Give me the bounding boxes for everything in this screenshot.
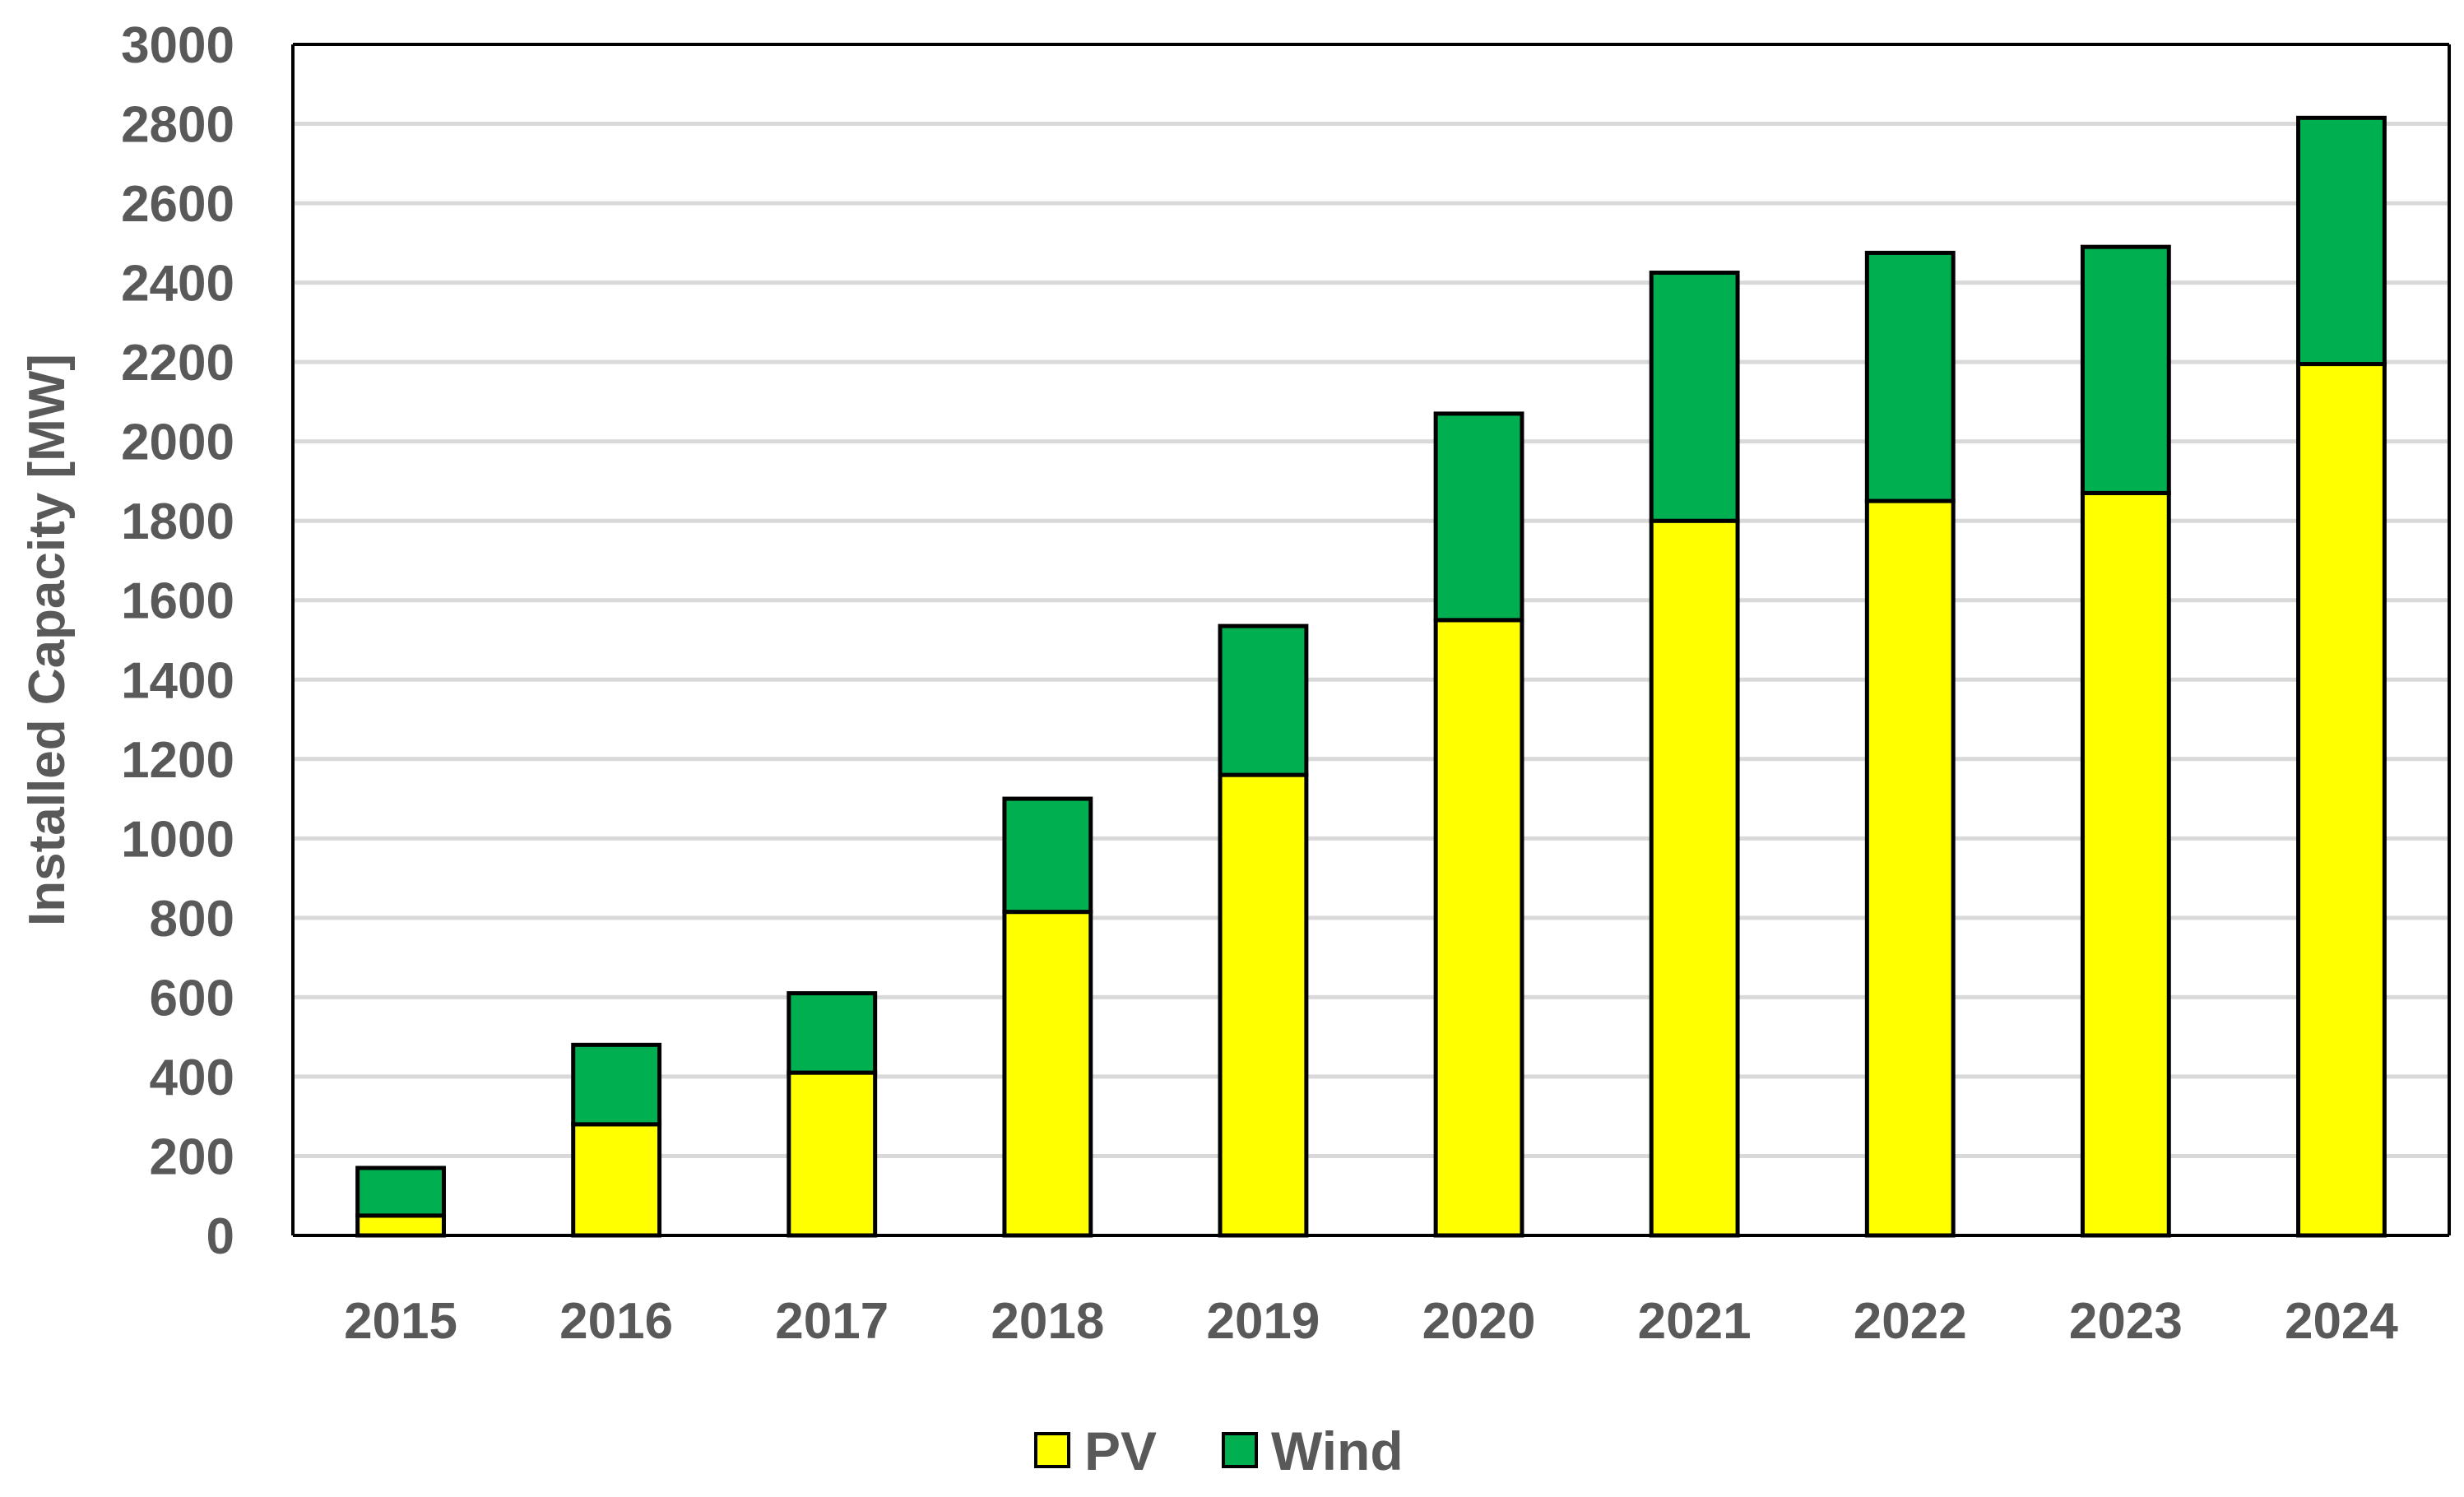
bar-wind-2019: [1218, 623, 1309, 777]
y-tick-label-1600: 1600: [121, 573, 234, 630]
y-tick-label-1400: 1400: [121, 652, 234, 709]
y-tick-label-200: 200: [150, 1129, 234, 1185]
bar-pv-2017: [787, 1070, 878, 1238]
bars: [355, 115, 2387, 1238]
y-tick-label-1800: 1800: [121, 494, 234, 550]
bar-pv-2021: [1649, 518, 1740, 1238]
bar-pv-2022: [1864, 498, 1956, 1238]
legend-label-pv: PV: [1084, 1421, 1157, 1481]
x-tick-label-2020: 2020: [1422, 1293, 1536, 1350]
bar-wind-2023: [2080, 244, 2171, 495]
x-tick-label-2015: 2015: [344, 1293, 457, 1350]
y-tick-label-2000: 2000: [121, 415, 234, 471]
y-axis-label: Installed Capacity [MW]: [19, 354, 76, 926]
bar-pv-2020: [1433, 618, 1524, 1238]
gridlines: [293, 122, 2449, 1158]
x-tick-label-2018: 2018: [991, 1293, 1104, 1350]
y-tick-label-0: 0: [206, 1208, 234, 1265]
y-tick-labels: 0 200 400 600 800 1000 1200 1400 1600 1800 2000 220…: [121, 17, 234, 1265]
bar-wind-2018: [1002, 796, 1093, 915]
x-tick-labels: 2015 2016 2017 2018 2019 2020 2021 2022 2023 2024: [344, 1293, 2398, 1350]
legend-label-wind: Wind: [1271, 1421, 1404, 1481]
bar-wind-2017: [787, 991, 878, 1075]
y-tick-label-1000: 1000: [121, 811, 234, 868]
bar-pv-2019: [1218, 772, 1309, 1238]
x-tick-label-2023: 2023: [2069, 1293, 2183, 1350]
bar-wind-2022: [1864, 250, 1956, 503]
y-tick-label-2800: 2800: [121, 97, 234, 154]
y-tick-label-2200: 2200: [121, 335, 234, 392]
x-tick-label-2021: 2021: [1638, 1293, 1752, 1350]
legend: PV Wind: [1034, 1421, 1404, 1481]
legend-swatch-pv: [1034, 1432, 1070, 1468]
bar-pv-2018: [1002, 910, 1093, 1238]
legend-swatch-wind: [1222, 1432, 1258, 1468]
axes: [291, 43, 2451, 1237]
bar-wind-2016: [571, 1042, 662, 1127]
y-tick-label-600: 600: [150, 970, 234, 1027]
y-tick-label-2600: 2600: [121, 176, 234, 233]
bar-wind-2020: [1433, 411, 1524, 623]
y-tick-label-800: 800: [150, 891, 234, 948]
bar-wind-2015: [355, 1166, 446, 1218]
bar-pv-2023: [2080, 490, 2171, 1238]
y-tick-label-2400: 2400: [121, 256, 234, 313]
y-tick-label-3000: 3000: [121, 17, 234, 74]
y-tick-label-400: 400: [150, 1050, 234, 1106]
bar-pv-2016: [571, 1122, 662, 1238]
bar-pv-2015: [355, 1213, 446, 1238]
y-tick-label-1200: 1200: [121, 732, 234, 789]
bar-pv-2024: [2296, 362, 2387, 1238]
bar-wind-2024: [2296, 115, 2387, 367]
x-tick-label-2024: 2024: [2285, 1293, 2398, 1350]
x-tick-label-2019: 2019: [1206, 1293, 1320, 1350]
x-tick-label-2016: 2016: [559, 1293, 673, 1350]
x-tick-label-2017: 2017: [775, 1293, 889, 1350]
bar-wind-2021: [1649, 271, 1740, 523]
x-tick-label-2022: 2022: [1854, 1293, 1967, 1350]
